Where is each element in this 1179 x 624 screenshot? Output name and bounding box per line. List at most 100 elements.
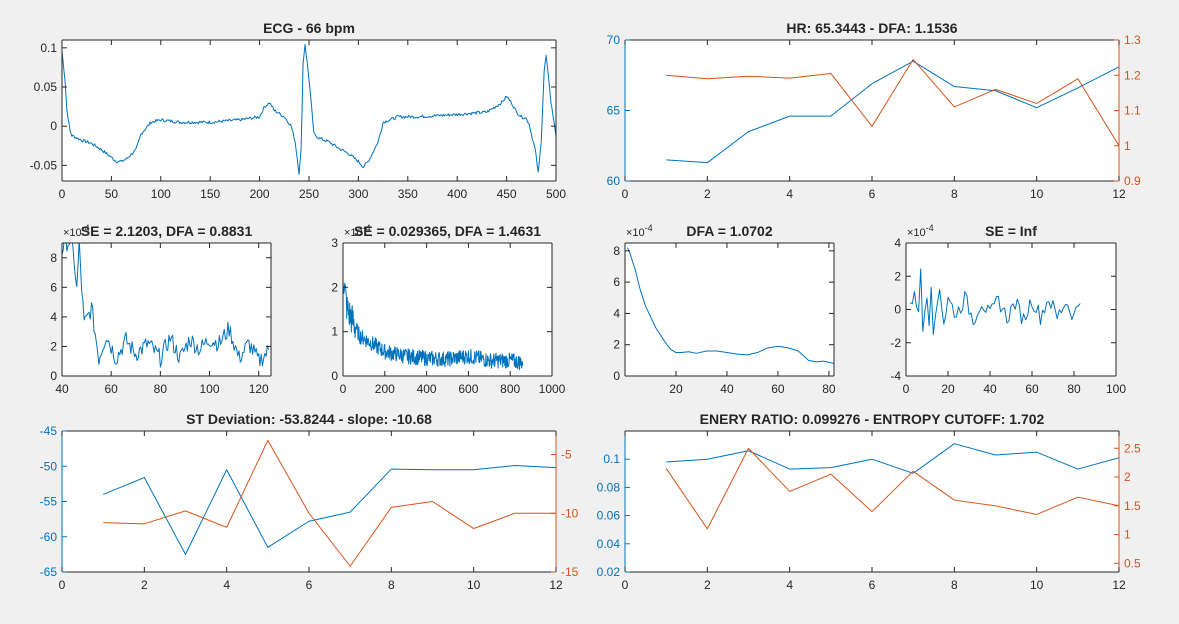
x-tick-label: 100 [151,187,171,201]
plot-area [62,431,556,572]
axis-exponent-base: ×10 [626,227,645,239]
x-tick-label: 120 [249,382,269,396]
x-tick-label: 40 [720,382,734,396]
x-tick-label: 6 [306,578,313,592]
x-tick-label: 2 [141,578,148,592]
y-tick-label: -4 [890,369,901,383]
x-tick-label: 10 [1030,578,1044,592]
x-tick-label: 0 [903,382,910,396]
x-tick-label: 6 [869,578,876,592]
y-tick-label: 70 [607,33,621,47]
x-tick-label: 200 [250,187,270,201]
series-line-slope [103,439,556,567]
plot-area [62,40,556,181]
axis-exponent-base: ×10 [907,227,926,239]
series-line-hr [666,60,1119,164]
x-tick-label: 50 [105,187,119,201]
y-tick-label: 0 [613,369,620,383]
x-tick-label: 4 [223,578,230,592]
plot-area [625,40,1119,181]
plot-area [625,243,834,376]
chart-title: ST Deviation: -53.8244 - slope: -10.68 [186,411,432,427]
axis-exponent: ×10-4 [63,223,90,239]
x-tick-label: 60 [1025,382,1039,396]
y-tick-label: 0.08 [597,480,621,494]
x-tick-label: 10 [467,578,481,592]
x-tick-label: 8 [951,578,958,592]
chart-title: ENERY RATIO: 0.099276 - ENTROPY CUTOFF: … [700,411,1045,427]
chart-title: ECG - 66 bpm [263,20,355,36]
chart-dfa: 20 40 60 80 0 2 4 6 8 ×10-4 DFA = 1.0702 [613,223,836,396]
x-tick-label: 150 [200,187,220,201]
x-tick-label: 80 [154,382,168,396]
chart-title: SE = 0.029365, DFA = 1.4631 [354,223,541,239]
y-tick-label: 1 [331,325,338,339]
series-line-se [909,268,1081,336]
y2-tick-label: 2 [1124,470,1131,484]
y2-tick-label: 1 [1124,528,1131,542]
y-tick-label: 0.05 [34,80,58,94]
series-layer [62,43,556,175]
axis-exponent: ×10-4 [907,223,934,239]
chart-title: HR: 65.3443 - DFA: 1.1536 [786,20,957,36]
chart-title: SE = 2.1203, DFA = 0.8831 [81,223,253,239]
x-tick-label: 12 [1112,578,1126,592]
x-tick-label: 0 [622,578,629,592]
y-tick-label: 65 [607,104,621,118]
y-tick-label: 0.02 [597,565,621,579]
series-line-dfa [666,58,1119,147]
axis-exponent-base: ×10 [344,227,363,239]
series-layer [62,243,270,368]
x-tick-label: 4 [786,187,793,201]
series-layer [102,439,556,567]
x-tick-label: 80 [822,382,836,396]
series-layer [909,268,1081,336]
x-tick-label: 4 [786,578,793,592]
y2-tick-label: 1.5 [1124,499,1141,513]
x-tick-label: 250 [299,187,319,201]
series-layer [627,247,834,364]
plot-area [62,243,271,376]
y-tick-label: 2 [331,280,338,294]
y2-tick-label: 2.5 [1124,441,1141,455]
series-line-energy-ratio [666,443,1119,474]
series-line-se [62,243,270,368]
y-tick-label: 4 [50,310,57,324]
y-tick-label: 0 [331,369,338,383]
x-tick-label: 600 [458,382,478,396]
y-tick-label: 0.1 [603,452,620,466]
axis-exponent-base: ×10 [63,227,82,239]
y2-tick-label: 1.3 [1124,33,1141,47]
x-tick-label: 20 [669,382,683,396]
chart-se1: 40 60 80 100 120 0 2 4 6 8 ×10-4SE = 2.1203, DFA =… [50,223,272,396]
y2-tick-label: 1.1 [1124,104,1141,118]
y-tick-label: -2 [890,336,901,350]
axis-exponent-power: -4 [363,223,371,233]
y-tick-label: 2 [613,338,620,352]
x-tick-label: 800 [500,382,520,396]
chart-hr: 0 2 4 6 8 10 12 60 65 70 0.9 1 1.1 1.2 1.3 HR: 65.3443 … [607,20,1141,201]
y2-tick-label: 0.9 [1124,174,1141,188]
y-tick-label: 8 [50,251,57,265]
x-tick-label: 400 [447,187,467,201]
series-line-dfa [627,247,834,364]
x-tick-label: 20 [941,382,955,396]
series-line-ecg [62,43,556,175]
x-tick-label: 100 [1106,382,1126,396]
y-tick-label: 6 [50,280,57,294]
series-line-se [343,281,524,371]
plot-area [625,431,1119,572]
y-tick-label: -65 [40,565,58,579]
y-tick-label: 8 [613,244,620,258]
y-tick-label: 0 [50,369,57,383]
y-tick-label: 4 [613,306,620,320]
y-tick-label: 2 [50,339,57,353]
series-layer [665,443,1119,530]
x-tick-label: 1000 [539,382,566,396]
axis-exponent-power: -4 [926,223,934,233]
x-tick-label: 200 [375,382,395,396]
x-tick-label: 2 [704,578,711,592]
axis-exponent: ×10-4 [626,223,653,239]
y-tick-label: -50 [40,459,58,473]
chart-energy: 0 2 4 6 8 10 12 0.02 0.04 0.06 0.08 0.1 0.5 1 1.5 2 2.5 E… [597,411,1141,592]
